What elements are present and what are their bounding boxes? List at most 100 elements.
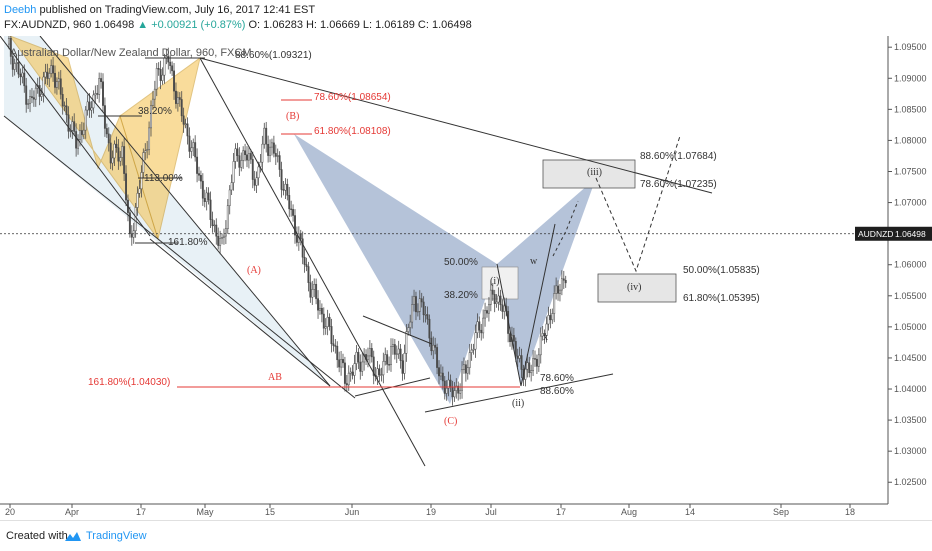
candle-body xyxy=(223,235,225,238)
blue-pattern-bcd xyxy=(497,178,596,386)
candle-body xyxy=(65,105,68,116)
candle-body xyxy=(205,192,208,202)
candle-body xyxy=(286,183,289,196)
candle-body xyxy=(274,153,277,157)
x-tick-label: 17 xyxy=(136,507,146,517)
candle-body xyxy=(265,127,268,145)
candle-body xyxy=(449,379,452,388)
candle-body xyxy=(439,372,442,377)
candle-body xyxy=(276,155,279,157)
y-tick-label: 1.03000 xyxy=(894,446,927,456)
candle-body xyxy=(199,175,202,182)
candle-body xyxy=(547,315,550,325)
y-tick-label: 1.09500 xyxy=(894,42,927,52)
candle-body xyxy=(290,208,293,210)
candle-body xyxy=(368,348,371,357)
x-tick-label: 18 xyxy=(845,507,855,517)
candle-body xyxy=(353,363,356,376)
candle-body xyxy=(111,157,114,164)
candle-body xyxy=(57,78,60,82)
candle-body xyxy=(416,311,419,313)
candle-body xyxy=(553,293,556,314)
price-chart[interactable]: 88.60%(1.09321) 78.60%(1.08654) 61.80%(1.0… xyxy=(0,36,932,520)
y-tick-label: 1.04500 xyxy=(894,353,927,363)
lower-trend xyxy=(149,238,331,387)
publish-line: Deebh published on TradingView.com, July… xyxy=(4,4,315,16)
candle-body xyxy=(526,362,529,370)
wave-label: (iii) xyxy=(587,167,602,178)
candle-body xyxy=(503,305,506,312)
created-with-text: Created with xyxy=(6,530,68,542)
candle-body xyxy=(418,298,421,312)
price-tag-symbol: AUDNZD xyxy=(858,229,893,239)
candle-body xyxy=(224,228,227,237)
candle-body xyxy=(84,109,87,131)
candle-body xyxy=(73,121,76,132)
candle-body xyxy=(38,85,41,97)
candle-body xyxy=(247,153,250,161)
candle-body xyxy=(42,76,45,95)
candle-body xyxy=(463,364,465,371)
candle-body xyxy=(342,359,344,364)
candle-body xyxy=(54,72,56,88)
candle-body xyxy=(40,94,43,97)
published-text: published on TradingView.com, July 16, 2… xyxy=(39,4,316,16)
candle-body xyxy=(361,361,364,372)
candle-body xyxy=(107,133,110,144)
candle-body xyxy=(242,150,245,161)
lower-support xyxy=(424,373,614,413)
candle-body xyxy=(478,321,481,331)
candle-body xyxy=(282,189,285,191)
chart-header: Deebh published on TradingView.com, July… xyxy=(0,0,932,36)
candle-body xyxy=(347,372,350,386)
candle-body xyxy=(413,296,415,305)
candle-body xyxy=(470,349,473,353)
candle-body xyxy=(117,147,120,162)
wave-label: (iv) xyxy=(627,282,641,293)
annotation-fib-618-iv: 61.80%(1.05395) xyxy=(683,293,760,304)
candle-body xyxy=(393,344,396,355)
candle-body xyxy=(249,153,252,160)
candle-body xyxy=(71,121,74,131)
candle-body xyxy=(19,73,22,78)
candle-body xyxy=(146,149,149,152)
symbol-title: Australian Dollar/New Zealand Dollar, 96… xyxy=(10,47,252,59)
tradingview-brand[interactable]: TradingView xyxy=(86,530,147,542)
candle-body xyxy=(447,379,450,389)
candle-body xyxy=(480,329,483,334)
candle-body xyxy=(271,142,273,148)
candle-body xyxy=(317,298,319,311)
candle-body xyxy=(294,215,296,236)
candle-body xyxy=(228,189,231,206)
candle-body xyxy=(257,166,260,179)
candle-body xyxy=(303,256,306,265)
y-tick-label: 1.08000 xyxy=(894,135,927,145)
candle-body xyxy=(451,386,454,398)
candle-body xyxy=(384,354,387,362)
candle-body xyxy=(486,310,488,314)
candle-body xyxy=(75,131,78,149)
candle-body xyxy=(176,97,179,104)
author-link[interactable]: Deebh xyxy=(4,4,37,16)
candle-body xyxy=(142,152,145,173)
candle-body xyxy=(100,78,103,82)
candle-body xyxy=(457,385,460,394)
candle-body xyxy=(23,72,26,87)
candle-body xyxy=(391,344,394,347)
wave-up xyxy=(520,223,556,387)
x-tick-label: 15 xyxy=(265,507,275,517)
candle-body xyxy=(198,173,200,176)
candle-body xyxy=(192,142,195,149)
candle-body xyxy=(186,123,189,137)
candle-body xyxy=(322,313,325,329)
tradingview-logo-icon[interactable] xyxy=(64,529,82,543)
candle-body xyxy=(426,314,429,320)
candle-body xyxy=(113,143,116,159)
candle-body xyxy=(238,155,241,168)
candle-body xyxy=(564,280,567,284)
candle-body xyxy=(50,65,53,74)
candle-body xyxy=(261,143,264,163)
candle-body xyxy=(138,188,141,194)
annotation-fib-886-top: 88.60%(1.09321) xyxy=(235,50,312,61)
symbol-price: FX:AUDNZD, 960 1.06498 xyxy=(4,19,135,31)
